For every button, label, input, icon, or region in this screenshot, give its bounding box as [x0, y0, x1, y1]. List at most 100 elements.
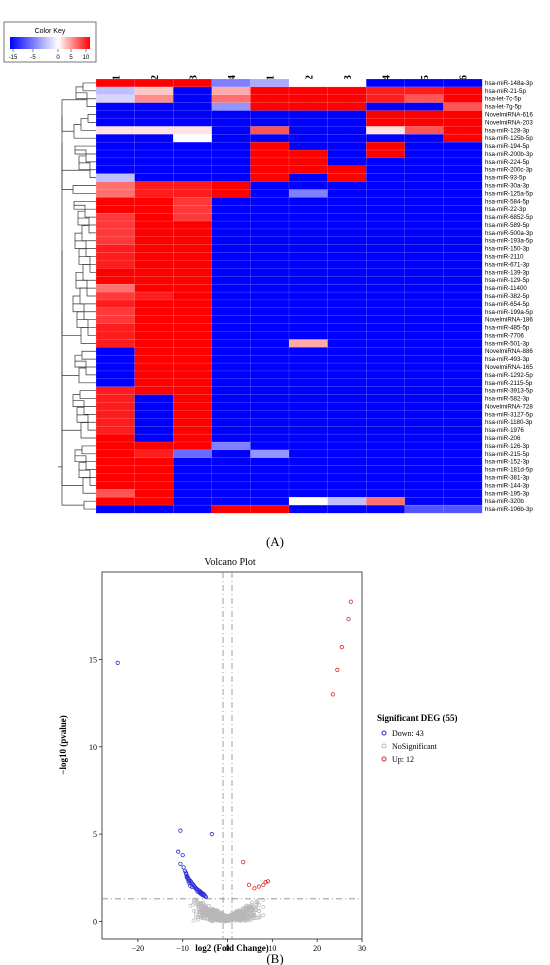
- heatmap-cell: [328, 339, 367, 347]
- heatmap-cell: [443, 466, 482, 474]
- heatmap-cell: [405, 95, 444, 103]
- heatmap-cell: [405, 442, 444, 450]
- heatmap-cell: [328, 474, 367, 482]
- panel-b-label: (B): [266, 951, 283, 965]
- heatmap-cell: [366, 150, 405, 158]
- heatmap-cell: [405, 245, 444, 253]
- heatmap-cell: [443, 87, 482, 95]
- heatmap-cell: [135, 316, 174, 324]
- y-tick-label: 10: [89, 743, 97, 752]
- heatmap-cell: [328, 410, 367, 418]
- dendrogram-branch: [82, 351, 96, 359]
- heatmap-cell: [135, 458, 174, 466]
- heatmap-cell: [289, 142, 328, 150]
- heatmap-cell: [96, 347, 135, 355]
- row-label: hsa-miR-500a-3p: [485, 230, 533, 237]
- heatmap-cell: [443, 134, 482, 142]
- heatmap-cell: [443, 237, 482, 245]
- heatmap-cell: [250, 111, 289, 119]
- heatmap-cell: [250, 497, 289, 505]
- heatmap-cell: [212, 284, 251, 292]
- heatmap-cell: [366, 387, 405, 395]
- heatmap-cell: [212, 316, 251, 324]
- dendrogram-branch: [82, 446, 96, 454]
- heatmap-cell: [173, 426, 212, 434]
- heatmap-cell: [443, 205, 482, 213]
- legend-up-marker: [382, 757, 386, 761]
- heatmap-cell: [250, 505, 289, 513]
- heatmap-cell: [96, 403, 135, 411]
- heatmap-cell: [289, 418, 328, 426]
- heatmap-cell: [96, 450, 135, 458]
- heatmap-cell: [328, 450, 367, 458]
- heatmap-cell: [212, 237, 251, 245]
- row-label: hsa-miR-320b: [485, 498, 524, 505]
- heatmap-cell: [212, 158, 251, 166]
- heatmap-cell: [443, 292, 482, 300]
- heatmap-cell: [405, 79, 444, 87]
- heatmap-cell: [405, 229, 444, 237]
- heatmap-cell: [289, 474, 328, 482]
- heatmap-cell: [96, 284, 135, 292]
- heatmap-cell: [135, 126, 174, 134]
- heatmap-cell: [135, 339, 174, 347]
- heatmap-cell: [289, 347, 328, 355]
- heatmap-cell: [366, 505, 405, 513]
- heatmap-cell: [289, 300, 328, 308]
- heatmap-cell: [328, 355, 367, 363]
- heatmap-cell: [135, 497, 174, 505]
- row-label: hsa-miR-584-5p: [485, 198, 530, 205]
- heatmap-cell: [405, 158, 444, 166]
- heatmap-cell: [96, 410, 135, 418]
- heatmap-cell: [289, 387, 328, 395]
- heatmap-cell: [443, 489, 482, 497]
- heatmap-cell: [328, 379, 367, 387]
- heatmap-cell: [366, 213, 405, 221]
- row-label: hsa-miR-2115-5p: [485, 380, 533, 387]
- heatmap-cell: [96, 253, 135, 261]
- row-label: hsa-miR-7706: [485, 332, 524, 339]
- heatmap-cell: [328, 213, 367, 221]
- heatmap-cell: [443, 111, 482, 119]
- heatmap-cell: [212, 174, 251, 182]
- heatmap-cell: [135, 474, 174, 482]
- heatmap-cell: [173, 410, 212, 418]
- heatmap-cell: [289, 118, 328, 126]
- heatmap-cell: [250, 158, 289, 166]
- heatmap-cell: [405, 150, 444, 158]
- heatmap-cell: [250, 395, 289, 403]
- heatmap-cell: [96, 245, 135, 253]
- heatmap-cell: [212, 355, 251, 363]
- heatmap-cell: [212, 505, 251, 513]
- color-key-title: Color Key: [35, 28, 66, 35]
- heatmap-cell: [250, 268, 289, 276]
- heatmap-cell: [135, 221, 174, 229]
- heatmap-cell: [328, 229, 367, 237]
- color-key: Color Key -15 -5 0 5 10: [4, 22, 96, 62]
- heatmap-cell: [96, 150, 135, 158]
- heatmap-cell: [289, 268, 328, 276]
- heatmap-cell: [289, 339, 328, 347]
- volcano-title: Volcano Plot: [204, 557, 255, 568]
- heatmap-cell: [250, 316, 289, 324]
- heatmap-cell: [212, 111, 251, 119]
- heatmap-cell: [366, 205, 405, 213]
- heatmap-cell: [328, 387, 367, 395]
- heatmap-cell: [366, 489, 405, 497]
- heatmap-cell: [405, 403, 444, 411]
- legend-nosig-label: NoSignificant: [392, 742, 438, 751]
- heatmap-cell: [366, 87, 405, 95]
- row-label: hsa-miR-3127-5p: [485, 411, 533, 418]
- color-key-tick-label: -5: [30, 55, 36, 61]
- heatmap-cell: [250, 347, 289, 355]
- heatmap-cell: [96, 182, 135, 190]
- heatmap-cell: [366, 158, 405, 166]
- heatmap-cell: [173, 245, 212, 253]
- heatmap-cell: [443, 158, 482, 166]
- heatmap-cell: [135, 292, 174, 300]
- dendrogram-branch: [81, 118, 96, 130]
- heatmap-cell: [135, 300, 174, 308]
- row-label: hsa-miR-21-5p: [485, 88, 526, 95]
- heatmap-cell: [96, 379, 135, 387]
- heatmap-cell: [212, 166, 251, 174]
